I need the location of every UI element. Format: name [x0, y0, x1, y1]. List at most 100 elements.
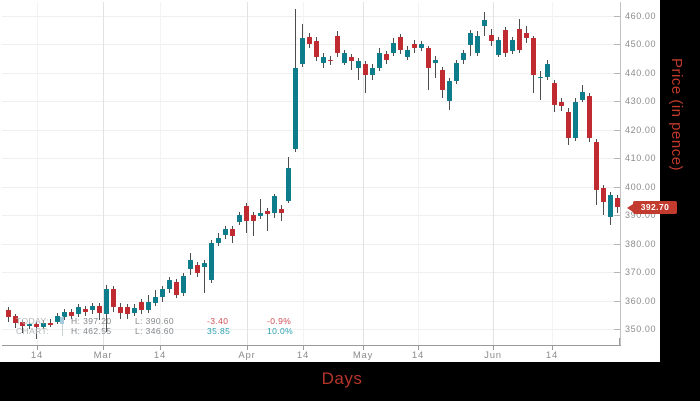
candle-body-up: [355, 61, 361, 69]
candle-body-up: [474, 36, 480, 53]
vertical-gridline: [303, 2, 304, 345]
candle-body-up: [320, 56, 326, 63]
mini-line-icon: [56, 326, 71, 336]
candle-body-up: [579, 91, 585, 100]
candle-body-up: [89, 305, 95, 311]
candle-body-up: [166, 280, 172, 289]
candle-body-down: [117, 307, 123, 313]
candle-wick: [21, 320, 23, 334]
candle-body-down: [68, 311, 74, 316]
candle-body-up: [208, 243, 214, 281]
candle-body-down: [313, 41, 319, 57]
candle-body-down: [250, 214, 256, 221]
y-axis-tick: [614, 44, 620, 46]
y-axis-tick-label: 370.00: [625, 267, 657, 278]
candle-wick: [357, 58, 359, 80]
legend-today-label: TODAY:: [16, 316, 49, 326]
legend-row-chart: CHART: H: 462.55 L: 346.60 35.85 10.0%: [16, 326, 311, 336]
y-axis-tick-label: 430.00: [625, 96, 657, 107]
candle-body-up: [537, 76, 543, 79]
y-axis-tick: [614, 16, 620, 17]
candle-body-down: [194, 264, 200, 274]
candle-body-down: [425, 47, 431, 69]
candle-body-up: [285, 167, 291, 201]
vertical-gridline: [363, 2, 364, 345]
vertical-gridline: [37, 2, 38, 345]
horizontal-gridline: [2, 186, 620, 188]
y-axis-tick-label: 380.00: [625, 238, 657, 249]
candle-body-down: [488, 35, 494, 42]
x-axis-tick: [37, 345, 38, 350]
candle-body-up: [215, 237, 221, 244]
candle-body-up: [131, 307, 137, 313]
candle-wick: [350, 54, 352, 70]
y-axis-tick: [614, 300, 620, 302]
candle-body-down: [19, 322, 25, 327]
legend-today-low: L: 390.60: [135, 316, 175, 326]
candle-body-up: [222, 229, 228, 235]
candle-wick: [252, 212, 254, 237]
candle-body-down: [243, 206, 249, 221]
candle-body-down: [327, 59, 333, 62]
horizontal-gridline: [2, 215, 620, 217]
candle-body-up: [460, 52, 466, 60]
candle-body-down: [278, 209, 284, 214]
candle-body-down: [558, 101, 564, 107]
candle-body-down: [397, 37, 403, 50]
x-axis-tick: [103, 345, 104, 350]
horizontal-gridline: [2, 243, 620, 245]
candle-wick: [434, 55, 436, 79]
y-axis-tick-label: 440.00: [625, 67, 657, 78]
y-axis-tick: [614, 158, 620, 160]
candle-body-up: [404, 49, 410, 57]
candle-wick: [35, 321, 37, 339]
candle-body-up: [54, 315, 60, 322]
horizontal-gridline: [2, 328, 620, 330]
candle-body-up: [509, 39, 515, 52]
candle-wick: [266, 207, 268, 231]
plot-area: 460.00 450.00 440.00 430.00 420.00 410.00 400.…: [2, 2, 657, 361]
legend-chart-change-pct: 10.0%: [267, 326, 294, 336]
candle-body-down: [12, 316, 18, 323]
candle-body-up: [40, 322, 46, 328]
candle-body-up: [75, 307, 81, 315]
x-axis-tick-label: 14: [30, 350, 44, 361]
x-axis-tick: [247, 345, 248, 350]
legend-chart-label: CHART:: [16, 326, 49, 336]
horizontal-gridline: [2, 16, 620, 17]
candle-body-up: [103, 288, 109, 315]
x-axis-tick-label: 14: [153, 350, 167, 361]
candle-body-down: [411, 44, 417, 49]
horizontal-gridline: [2, 101, 620, 103]
horizontal-gridline: [2, 158, 620, 160]
y-axis-tick: [614, 272, 620, 274]
candle-body-up: [432, 59, 438, 63]
candle-body-down: [82, 308, 88, 312]
candle-body-down: [264, 210, 270, 215]
candle-body-down: [124, 307, 130, 315]
vertical-gridline: [493, 2, 494, 345]
y-axis-tick: [614, 129, 620, 131]
horizontal-gridline: [2, 272, 620, 274]
vertical-gridline: [103, 2, 104, 345]
x-axis-tick: [552, 345, 553, 350]
y-axis-tick: [614, 243, 620, 245]
candle-body-up: [572, 101, 578, 139]
candle-body-down: [551, 82, 557, 106]
candle-body-up: [292, 68, 298, 150]
candle-body-up: [61, 311, 67, 318]
candle-body-down: [383, 54, 389, 60]
candle-body-down: [229, 229, 235, 237]
candle-body-up: [159, 288, 165, 298]
candle-body-up: [26, 324, 32, 327]
candle-body-up: [495, 39, 501, 55]
candle-body-down: [600, 188, 606, 202]
candle-body-up: [180, 276, 186, 294]
x-axis-tick-label: Jun: [484, 350, 502, 361]
y-axis-tick-label: 450.00: [625, 39, 657, 50]
candle-body-up: [467, 32, 473, 45]
x-axis-line: [2, 345, 621, 346]
y-axis-tick-label: 350.00: [625, 323, 657, 334]
legend-today-high: H: 397.20: [71, 316, 112, 326]
